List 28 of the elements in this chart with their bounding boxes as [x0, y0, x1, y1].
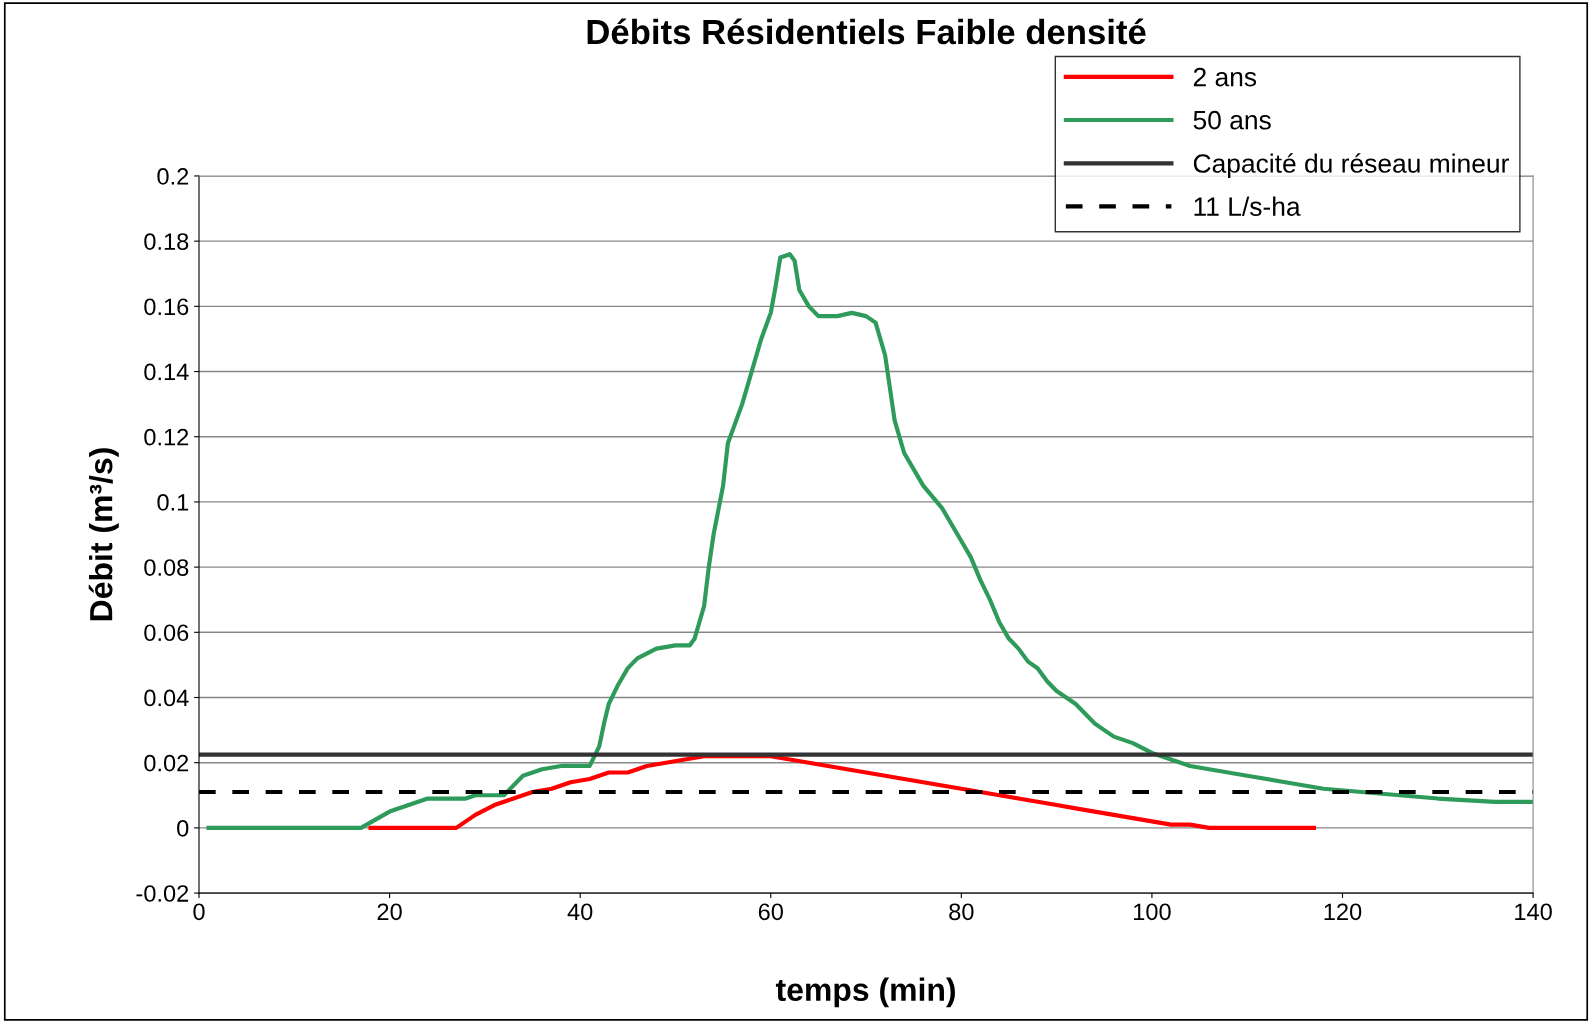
- y-tick-label: 0.04: [144, 689, 189, 707]
- y-tick-label: 0.08: [144, 559, 189, 576]
- x-tick-label: 20: [377, 903, 402, 921]
- y-axis-title: Débit (m³/s): [88, 448, 119, 621]
- x-tick-label: 80: [949, 903, 974, 921]
- y-tick-label: 0.12: [144, 428, 189, 446]
- chart-title: Débits Résidentiels Faible densité: [587, 18, 1146, 45]
- x-axis-title: temps (min): [775, 977, 955, 1008]
- x-tick-label: 120: [1324, 903, 1362, 921]
- legend-label: 11 L/s-ha: [1194, 196, 1301, 216]
- x-tick-label: 60: [758, 903, 783, 921]
- y-tick-label: 0.14: [144, 363, 189, 381]
- y-tick-label: 0.06: [144, 624, 189, 642]
- y-tick-label: -0.02: [136, 885, 189, 902]
- y-tick-label: 0.18: [144, 233, 189, 250]
- legend-label: 50 ans: [1193, 110, 1271, 130]
- y-tick-label: 0: [177, 819, 189, 837]
- x-tick-label: 40: [567, 903, 593, 921]
- line-series: [206, 252, 1534, 830]
- legend-label: 2 ans: [1193, 67, 1257, 87]
- legend-label: Capacité du réseau mineur: [1193, 153, 1509, 179]
- y-tick-label: 0.16: [144, 298, 189, 316]
- y-tick-label: 0.2: [157, 168, 189, 185]
- x-tick-label: 0: [193, 903, 205, 921]
- x-tick-label: 100: [1134, 903, 1171, 921]
- x-tick-label: 140: [1515, 903, 1552, 921]
- y-tick-label: 0.1: [157, 493, 189, 511]
- y-tick-label: 0.02: [144, 754, 189, 772]
